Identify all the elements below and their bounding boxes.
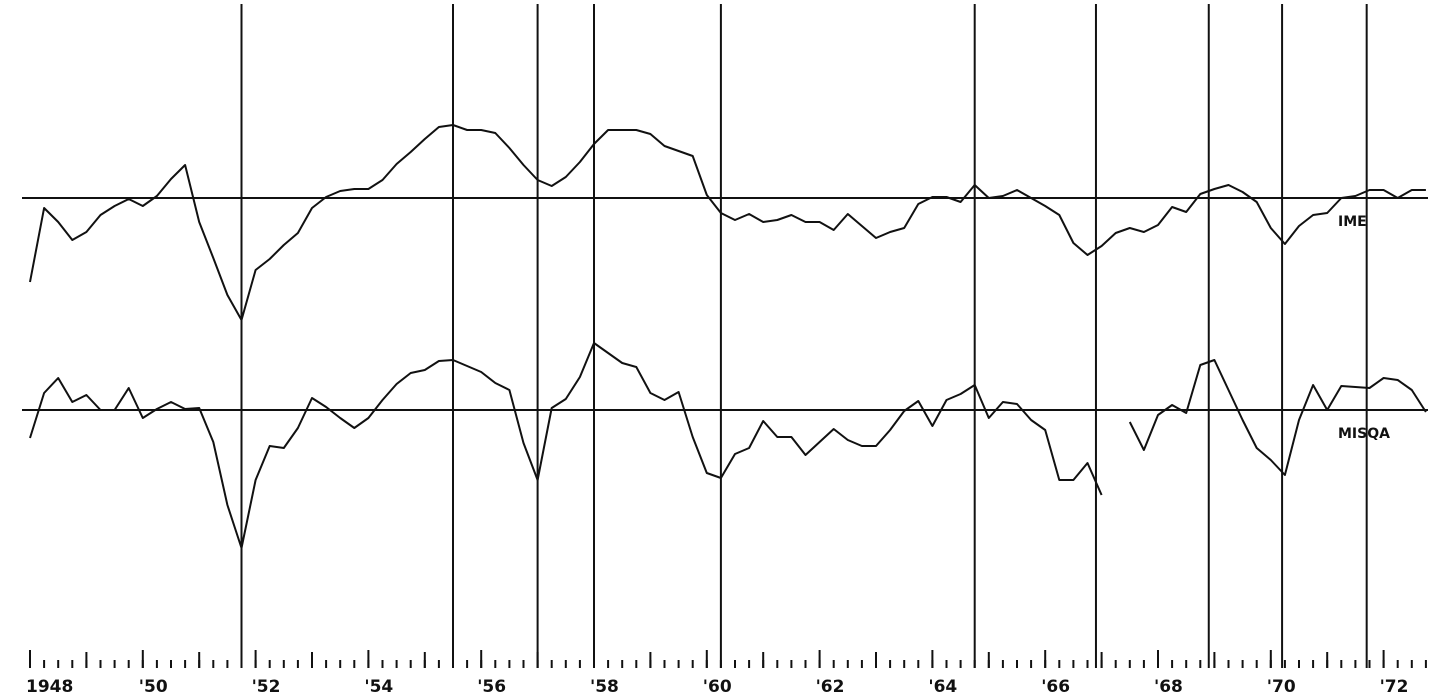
x-tick-label: '60	[703, 677, 732, 697]
series-label: IME	[1338, 214, 1367, 230]
x-tick-label: '72	[1380, 677, 1409, 697]
x-tick-label: '54	[364, 677, 393, 697]
x-tick-label: '56	[477, 677, 506, 697]
x-tick-label: '70	[1267, 677, 1296, 697]
x-tick-label: '58	[590, 677, 619, 697]
x-tick-label: '52	[252, 677, 281, 697]
series-label: MISQA	[1338, 426, 1390, 442]
x-tick-label: '50	[139, 677, 168, 697]
x-tick-label: '68	[1154, 677, 1183, 697]
x-tick-label: '62	[816, 677, 845, 697]
x-tick-label: 1948	[26, 677, 73, 697]
x-tick-label: '64	[928, 677, 957, 697]
series-line	[29, 342, 1427, 549]
series-line	[29, 124, 1426, 321]
x-tick-label: '66	[1041, 677, 1070, 697]
